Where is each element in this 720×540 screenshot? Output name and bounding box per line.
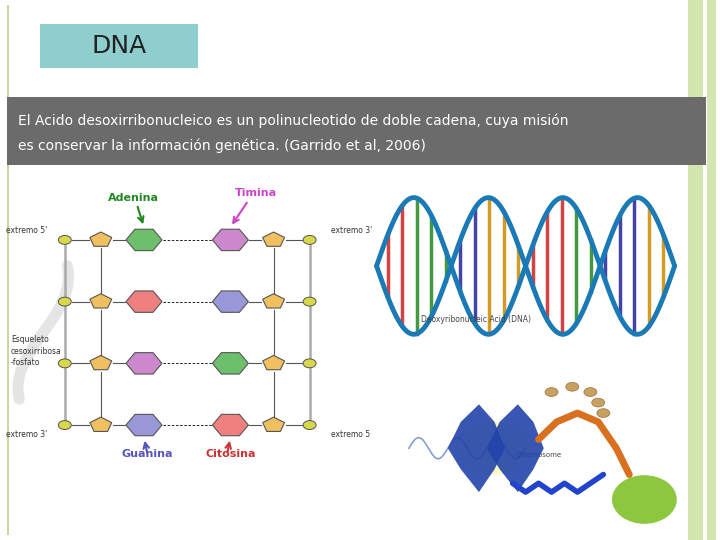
Circle shape [584, 388, 597, 396]
Circle shape [303, 421, 316, 429]
Circle shape [303, 235, 316, 245]
Polygon shape [487, 404, 544, 492]
Polygon shape [90, 417, 112, 431]
Bar [688, 0, 703, 540]
Circle shape [456, 422, 534, 475]
Circle shape [303, 297, 316, 306]
Text: extremo 3': extremo 3' [6, 430, 47, 440]
Text: DNA: DNA [91, 34, 146, 58]
Polygon shape [126, 229, 162, 251]
Circle shape [597, 409, 610, 417]
Text: extremo 5: extremo 5 [331, 430, 370, 440]
Polygon shape [263, 232, 284, 246]
Bar [7, 5, 9, 535]
Bar [7, 97, 706, 165]
Polygon shape [90, 294, 112, 308]
Bar [707, 0, 716, 540]
Polygon shape [212, 414, 248, 436]
Polygon shape [212, 353, 248, 374]
Polygon shape [90, 232, 112, 246]
Text: es conservar la información genética. (Garrido et al, 2006): es conservar la información genética. (G… [18, 139, 426, 153]
Text: El Acido desoxirribonucleico es un polinucleotido de doble cadena, cuya misión: El Acido desoxirribonucleico es un polin… [18, 113, 569, 128]
Text: Deoxyribonucleic Acid (DNA): Deoxyribonucleic Acid (DNA) [421, 315, 531, 324]
Polygon shape [263, 417, 284, 431]
Polygon shape [212, 229, 248, 251]
Circle shape [58, 421, 71, 429]
Circle shape [58, 359, 71, 368]
Circle shape [303, 359, 316, 368]
Circle shape [612, 475, 677, 524]
Polygon shape [126, 414, 162, 436]
Polygon shape [212, 291, 248, 312]
Circle shape [592, 398, 605, 407]
Circle shape [566, 382, 579, 391]
Circle shape [58, 297, 71, 306]
Text: Chromosome: Chromosome [516, 452, 562, 458]
Circle shape [545, 388, 558, 396]
Polygon shape [448, 404, 505, 492]
Polygon shape [263, 355, 284, 370]
Polygon shape [126, 291, 162, 312]
Text: Esqueleto
cesoxirribosa
-fosfato: Esqueleto cesoxirribosa -fosfato [11, 335, 61, 367]
Polygon shape [126, 353, 162, 374]
Text: Guanina: Guanina [122, 449, 174, 459]
Text: Adenina: Adenina [108, 193, 158, 203]
Polygon shape [90, 355, 112, 370]
Polygon shape [263, 294, 284, 308]
Text: Timina: Timina [235, 188, 276, 198]
Bar [40, 24, 198, 68]
Text: Citosina: Citosina [205, 449, 256, 459]
Circle shape [58, 235, 71, 245]
Text: extremo 5': extremo 5' [6, 226, 47, 234]
Text: extremo 3': extremo 3' [331, 226, 372, 234]
